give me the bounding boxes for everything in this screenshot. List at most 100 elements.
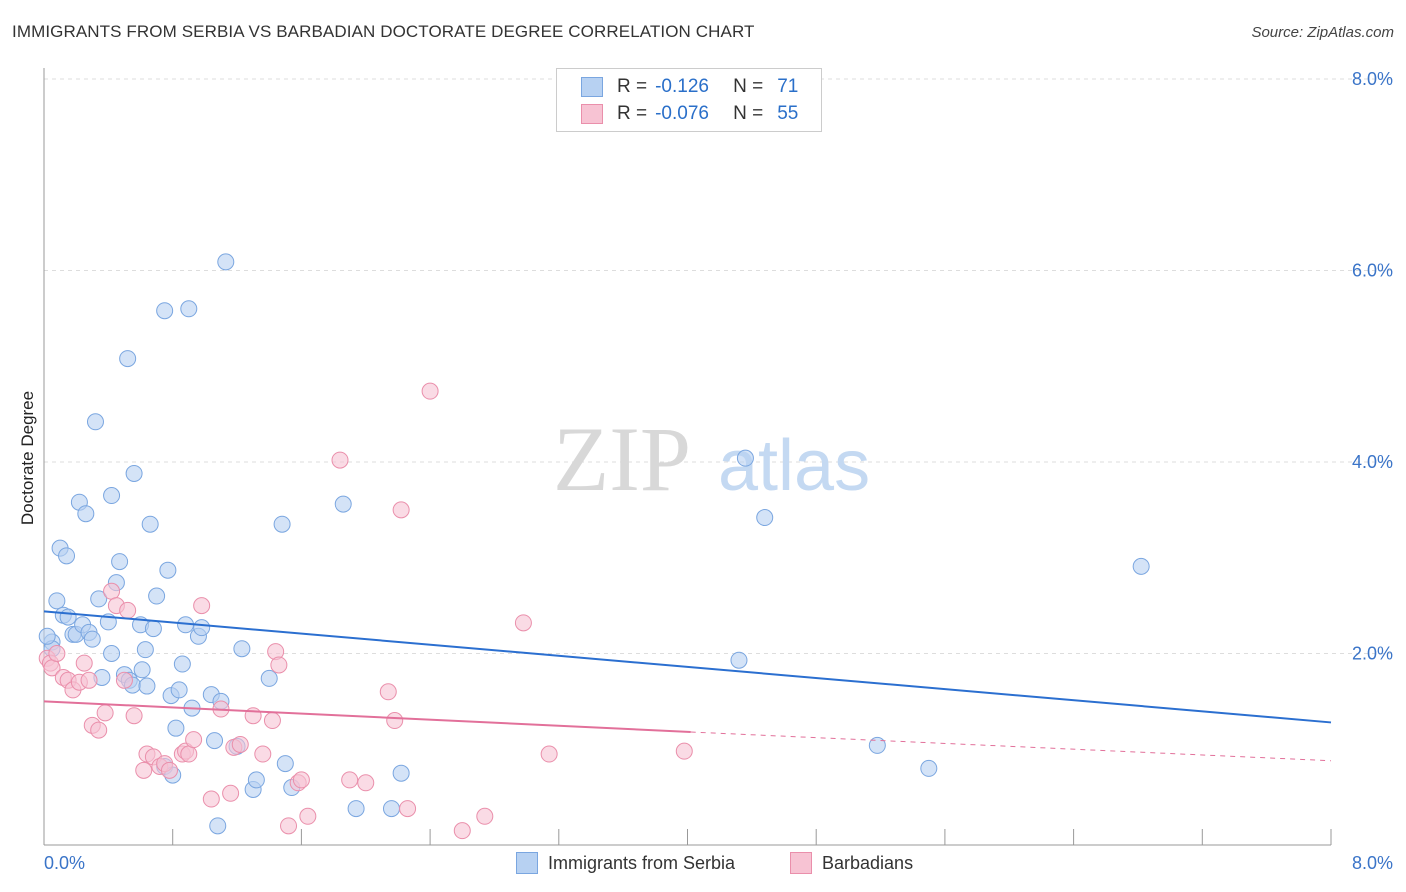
data-point-barbadian (125, 707, 143, 725)
correlation-legend: R = -0.126 N = 71 R = -0.076 N = 55 (556, 68, 822, 132)
data-point-barbadian (160, 761, 178, 779)
data-point-serbia (920, 759, 938, 777)
data-point-serbia (382, 800, 400, 818)
data-point-serbia (119, 350, 137, 368)
legend-r-label: R = (617, 103, 648, 124)
data-point-serbia (58, 547, 76, 565)
legend-n-value: 71 (777, 76, 799, 97)
data-point-serbia (136, 641, 154, 659)
data-point-barbadian (119, 601, 137, 619)
data-point-serbia (48, 592, 66, 610)
y-tick-label: 2.0% (1352, 644, 1393, 664)
data-point-serbia (141, 515, 159, 533)
data-point-barbadian (202, 790, 220, 808)
series-legend-label: Immigrants from Serbia (548, 852, 736, 873)
data-point-barbadian (280, 817, 298, 835)
data-point-serbia (103, 487, 121, 505)
legend-n-value: 55 (777, 103, 799, 124)
data-point-barbadian (75, 654, 93, 672)
data-point-barbadian (185, 731, 203, 749)
data-point-barbadian (514, 614, 532, 632)
trend-line-barbadian (43, 700, 691, 734)
data-point-barbadian (80, 671, 98, 689)
series-legend-serbia[interactable]: Immigrants from Serbia (516, 852, 735, 874)
watermark: ZIP atlas (553, 408, 870, 510)
data-point-barbadian (453, 822, 471, 840)
data-point-barbadian (386, 712, 404, 730)
series-legend-barbadians[interactable]: Barbadians (790, 852, 913, 874)
data-point-serbia (138, 677, 156, 695)
data-point-serbia (347, 800, 365, 818)
data-point-serbia (170, 681, 188, 699)
source-label: Source: ZipAtlas.com (1251, 24, 1394, 41)
points-layer (38, 253, 1150, 840)
data-point-barbadian (103, 582, 121, 600)
data-point-barbadian (222, 784, 240, 802)
data-point-barbadian (254, 745, 272, 763)
legend-n-label: N = (733, 76, 764, 97)
data-point-barbadian (331, 451, 349, 469)
data-point-barbadian (292, 771, 310, 789)
data-point-barbadian (96, 704, 114, 722)
data-point-barbadian (180, 745, 198, 763)
x-tick-label: 0.0% (44, 853, 85, 873)
data-point-serbia (334, 495, 352, 513)
data-point-serbia (233, 640, 251, 658)
watermark-zip: ZIP (553, 408, 691, 510)
data-point-barbadian (540, 745, 558, 763)
legend-row-serbia: R = -0.126 N = 71 (581, 75, 798, 99)
data-point-serbia (868, 736, 886, 754)
y-tick-label: 4.0% (1352, 452, 1393, 472)
axis-layer (43, 68, 1332, 846)
data-point-serbia (133, 661, 151, 679)
data-point-serbia (77, 505, 95, 523)
data-point-barbadian (357, 774, 375, 792)
data-point-serbia (247, 771, 265, 789)
data-point-barbadian (90, 721, 108, 739)
series-legend: Immigrants from Serbia Barbadians (0, 852, 1406, 878)
y-tick-label: 8.0% (1352, 69, 1393, 89)
data-point-barbadian (392, 501, 410, 519)
data-point-barbadian (299, 807, 317, 825)
data-point-barbadian (135, 761, 153, 779)
y-tick-label: 6.0% (1352, 261, 1393, 281)
data-point-serbia (159, 561, 177, 579)
tick-labels: 2.0% 4.0% 6.0% 8.0% 0.0% 8.0% (44, 69, 1393, 873)
data-point-serbia (180, 300, 198, 318)
series-legend-label: Barbadians (822, 852, 914, 873)
data-point-barbadian (231, 735, 249, 753)
data-point-serbia (276, 755, 294, 773)
legend-row-barbadians: R = -0.076 N = 55 (581, 102, 798, 126)
x-tick-label: 8.0% (1352, 853, 1393, 873)
data-point-serbia (730, 651, 748, 669)
data-point-serbia (193, 619, 211, 637)
data-point-serbia (156, 302, 174, 320)
legend-swatch-pink (581, 104, 603, 124)
data-point-serbia (148, 587, 166, 605)
series-swatch-pink (790, 852, 812, 874)
data-point-serbia (38, 627, 56, 645)
data-point-barbadian (270, 656, 288, 674)
data-point-serbia (756, 509, 774, 527)
legend-r-value: -0.076 (655, 103, 709, 124)
data-point-serbia (736, 449, 754, 467)
data-point-serbia (111, 553, 129, 571)
chart-title: IMMIGRANTS FROM SERBIA VS BARBADIAN DOCT… (12, 22, 755, 41)
data-point-barbadian (48, 645, 66, 662)
data-point-serbia (125, 464, 143, 482)
data-point-serbia (173, 655, 191, 673)
data-point-serbia (392, 764, 410, 782)
data-point-barbadian (399, 800, 417, 818)
data-point-serbia (260, 669, 278, 687)
data-point-serbia (86, 413, 104, 431)
legend-r-label: R = (617, 76, 648, 97)
data-point-barbadian (115, 671, 133, 689)
grid-layer (44, 78, 1392, 654)
legend-r-value: -0.126 (655, 76, 709, 97)
data-point-serbia (217, 253, 235, 271)
trend-layer (43, 610, 1332, 762)
legend-swatch-blue (581, 77, 603, 97)
data-point-serbia (59, 608, 77, 626)
data-point-serbia (144, 620, 162, 638)
